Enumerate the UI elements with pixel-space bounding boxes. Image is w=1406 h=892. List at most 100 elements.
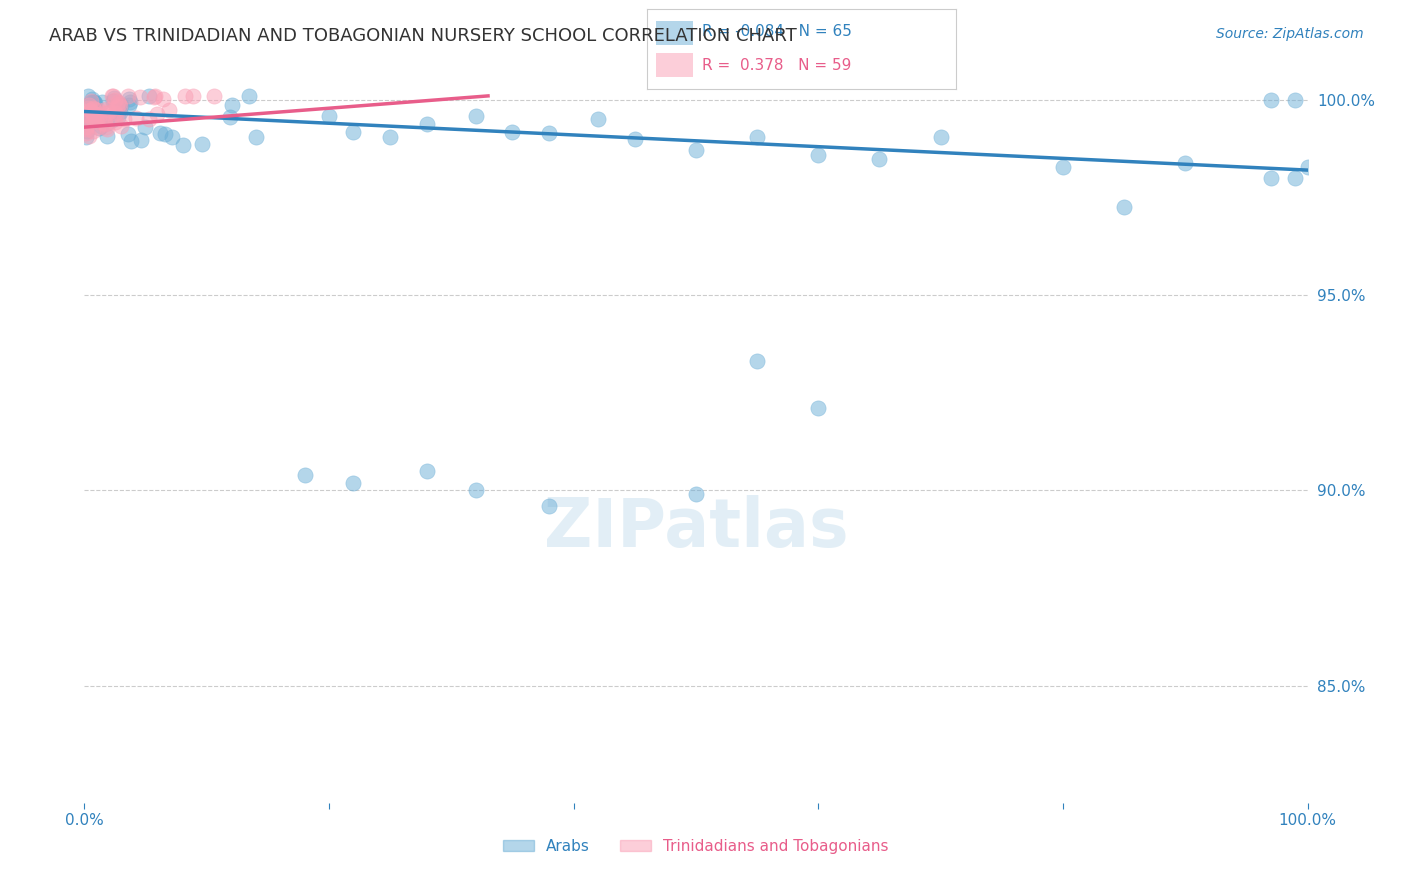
Point: [82, 108, 104, 122]
Point: [155, 127, 177, 141]
Text: ZIPatlas: ZIPatlas: [544, 495, 848, 561]
Point: [101, 94, 124, 108]
Point: [83, 96, 105, 111]
Text: ARAB VS TRINIDADIAN AND TOBAGONIAN NURSERY SCHOOL CORRELATION CHART: ARAB VS TRINIDADIAN AND TOBAGONIAN NURSE…: [49, 27, 797, 45]
Point: [80, 92, 103, 106]
Point: [84, 112, 107, 126]
Point: [83, 106, 105, 120]
Point: [747, 354, 769, 368]
Text: R =  0.378   N = 59: R = 0.378 N = 59: [703, 58, 852, 72]
Point: [84, 107, 107, 121]
Point: [101, 89, 124, 103]
Point: [82, 105, 104, 120]
Point: [108, 97, 131, 112]
Point: [538, 126, 561, 140]
Point: [84, 110, 107, 124]
Text: Source: ZipAtlas.com: Source: ZipAtlas.com: [1216, 27, 1364, 41]
Point: [152, 92, 174, 106]
Point: [105, 108, 128, 122]
Point: [82, 106, 104, 120]
Point: [112, 112, 135, 127]
Point: [87, 121, 110, 136]
Point: [1284, 93, 1306, 107]
Point: [87, 120, 110, 134]
Point: [342, 125, 364, 139]
Point: [807, 401, 830, 416]
Text: R = -0.084   N = 65: R = -0.084 N = 65: [703, 24, 852, 39]
Point: [238, 89, 260, 103]
Point: [83, 100, 105, 114]
Point: [129, 133, 152, 147]
Point: [96, 116, 118, 130]
Point: [586, 112, 609, 126]
Point: [75, 126, 97, 140]
Point: [110, 98, 132, 112]
Point: [172, 137, 194, 152]
Point: [464, 109, 486, 123]
Point: [183, 89, 205, 103]
Point: [76, 89, 98, 103]
Point: [1174, 155, 1197, 169]
Point: [108, 105, 131, 120]
Point: [807, 147, 830, 161]
Point: [82, 101, 104, 115]
Point: [221, 98, 243, 112]
Point: [118, 98, 141, 112]
Point: [105, 100, 128, 114]
Legend: Arabs, Trinidadians and Tobagonians: Arabs, Trinidadians and Tobagonians: [498, 833, 894, 860]
Point: [100, 89, 122, 103]
Point: [77, 97, 100, 112]
Point: [75, 129, 97, 144]
Point: [245, 130, 267, 145]
Point: [84, 95, 107, 110]
Point: [143, 89, 166, 103]
Point: [87, 103, 110, 117]
Point: [94, 117, 117, 131]
Point: [342, 475, 364, 490]
Point: [160, 130, 183, 145]
Point: [91, 95, 114, 110]
Point: [1052, 160, 1074, 174]
Point: [173, 89, 195, 103]
Point: [76, 124, 98, 138]
Point: [1114, 200, 1136, 214]
Point: [138, 112, 160, 127]
Point: [1260, 171, 1282, 186]
Point: [110, 98, 132, 112]
Point: [75, 122, 97, 136]
Point: [96, 106, 118, 120]
Point: [96, 121, 118, 136]
Point: [90, 119, 112, 133]
Point: [117, 89, 139, 103]
Point: [128, 90, 150, 104]
Point: [685, 487, 707, 501]
Point: [1284, 170, 1306, 185]
Point: [77, 102, 100, 116]
Point: [142, 90, 165, 104]
Point: [380, 129, 402, 144]
Point: [75, 120, 97, 135]
Point: [79, 94, 101, 108]
Point: [89, 110, 111, 124]
Point: [120, 95, 142, 110]
Point: [138, 89, 160, 103]
Point: [79, 110, 101, 124]
Point: [134, 120, 156, 134]
Point: [202, 89, 225, 103]
Point: [120, 134, 142, 148]
Point: [125, 111, 148, 125]
Point: [416, 117, 439, 131]
Point: [107, 110, 129, 124]
Point: [82, 95, 104, 109]
Point: [90, 112, 112, 126]
Point: [1260, 93, 1282, 107]
Point: [157, 103, 180, 118]
Point: [464, 483, 486, 498]
Point: [98, 105, 121, 120]
Point: [80, 95, 103, 109]
Point: [1296, 160, 1319, 174]
Point: [94, 115, 117, 129]
Point: [218, 110, 240, 124]
Point: [294, 467, 316, 482]
Bar: [657, 54, 693, 77]
